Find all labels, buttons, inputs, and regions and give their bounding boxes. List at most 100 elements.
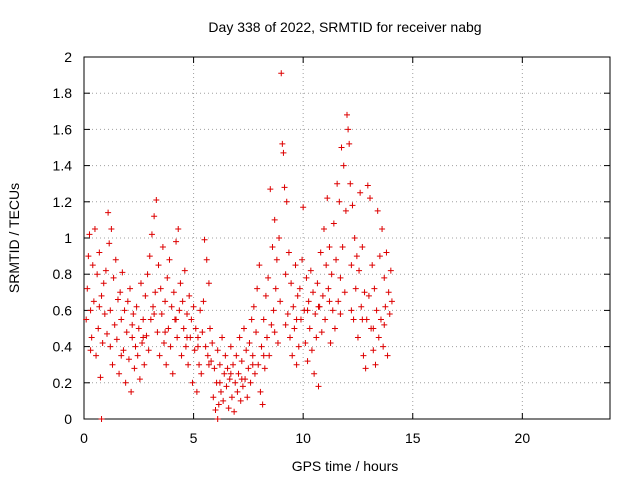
data-point bbox=[240, 325, 247, 332]
x-axis-title: GPS time / hours bbox=[292, 458, 399, 474]
data-point bbox=[330, 220, 337, 227]
data-point bbox=[329, 307, 336, 314]
data-point bbox=[319, 292, 326, 299]
data-point bbox=[168, 303, 175, 310]
data-point bbox=[296, 285, 303, 292]
data-point bbox=[294, 292, 301, 299]
data-point bbox=[250, 303, 257, 310]
data-point bbox=[194, 343, 201, 350]
data-point bbox=[261, 365, 268, 372]
data-point bbox=[133, 303, 140, 310]
data-point bbox=[245, 365, 252, 372]
data-point bbox=[214, 347, 221, 354]
data-point bbox=[315, 383, 322, 390]
data-point bbox=[373, 307, 380, 314]
data-point bbox=[299, 256, 306, 263]
data-point bbox=[292, 262, 299, 269]
data-point bbox=[124, 298, 131, 305]
x-tick-label: 10 bbox=[295, 430, 311, 446]
data-point bbox=[320, 225, 327, 232]
data-point bbox=[317, 249, 324, 256]
data-point bbox=[224, 365, 231, 372]
data-point bbox=[388, 298, 395, 305]
data-point bbox=[177, 280, 184, 287]
data-point bbox=[348, 307, 355, 314]
data-point bbox=[119, 269, 126, 276]
data-point bbox=[197, 307, 204, 314]
data-point bbox=[114, 296, 121, 303]
data-point bbox=[337, 311, 344, 318]
data-point bbox=[98, 292, 105, 299]
chart-title: Day 338 of 2022, SRMTID for receiver nab… bbox=[208, 19, 481, 35]
data-point bbox=[327, 339, 334, 346]
data-point bbox=[266, 352, 273, 359]
data-point bbox=[202, 343, 209, 350]
data-point bbox=[379, 225, 386, 232]
data-point bbox=[227, 370, 234, 377]
data-point bbox=[89, 262, 96, 269]
data-point bbox=[247, 379, 254, 386]
data-point bbox=[148, 231, 155, 238]
data-point bbox=[333, 256, 340, 263]
data-point bbox=[131, 365, 138, 372]
axis-ticks: 00.20.40.60.811.21.41.61.820 5 10 15 20 bbox=[53, 49, 610, 446]
data-point bbox=[362, 365, 369, 372]
data-point bbox=[99, 339, 106, 346]
data-point bbox=[337, 274, 344, 281]
data-point bbox=[270, 307, 277, 314]
data-point bbox=[129, 334, 136, 341]
data-point bbox=[377, 316, 384, 323]
data-point bbox=[193, 388, 200, 395]
data-point bbox=[217, 388, 224, 395]
data-point bbox=[88, 334, 95, 341]
data-point bbox=[139, 339, 146, 346]
data-point bbox=[232, 379, 239, 386]
data-point bbox=[156, 352, 163, 359]
data-point bbox=[95, 325, 102, 332]
data-point bbox=[205, 361, 212, 368]
data-point bbox=[190, 303, 197, 310]
data-point bbox=[376, 253, 383, 260]
data-point bbox=[326, 244, 333, 251]
data-point bbox=[257, 388, 264, 395]
data-point bbox=[341, 289, 348, 296]
data-point bbox=[359, 316, 366, 323]
data-point bbox=[185, 361, 192, 368]
data-point bbox=[211, 365, 218, 372]
data-point bbox=[374, 207, 381, 214]
data-point bbox=[147, 316, 154, 323]
data-point bbox=[271, 216, 278, 223]
data-point bbox=[140, 334, 147, 341]
data-point bbox=[238, 358, 245, 365]
data-point bbox=[273, 256, 280, 263]
data-point bbox=[233, 352, 240, 359]
data-point bbox=[146, 253, 153, 260]
data-point bbox=[249, 361, 256, 368]
data-point bbox=[188, 316, 195, 323]
data-point bbox=[331, 325, 338, 332]
data-point bbox=[307, 267, 314, 274]
data-point bbox=[239, 383, 246, 390]
data-point bbox=[135, 325, 142, 332]
data-point bbox=[293, 316, 300, 323]
data-point bbox=[83, 316, 90, 323]
data-point bbox=[342, 207, 349, 214]
data-point bbox=[111, 321, 118, 328]
data-point bbox=[334, 180, 341, 187]
data-point bbox=[199, 329, 206, 336]
data-point bbox=[256, 262, 263, 269]
data-point bbox=[323, 262, 330, 269]
data-point bbox=[191, 347, 198, 354]
data-point bbox=[291, 325, 298, 332]
data-point bbox=[96, 249, 103, 256]
data-point bbox=[142, 292, 149, 299]
data-point bbox=[158, 311, 165, 318]
data-point bbox=[165, 325, 172, 332]
data-point bbox=[253, 329, 260, 336]
data-point bbox=[220, 397, 227, 404]
data-point bbox=[364, 182, 371, 189]
data-point bbox=[174, 334, 181, 341]
data-point bbox=[375, 334, 382, 341]
data-point bbox=[107, 307, 114, 314]
y-tick-label: 1.4 bbox=[53, 158, 73, 174]
